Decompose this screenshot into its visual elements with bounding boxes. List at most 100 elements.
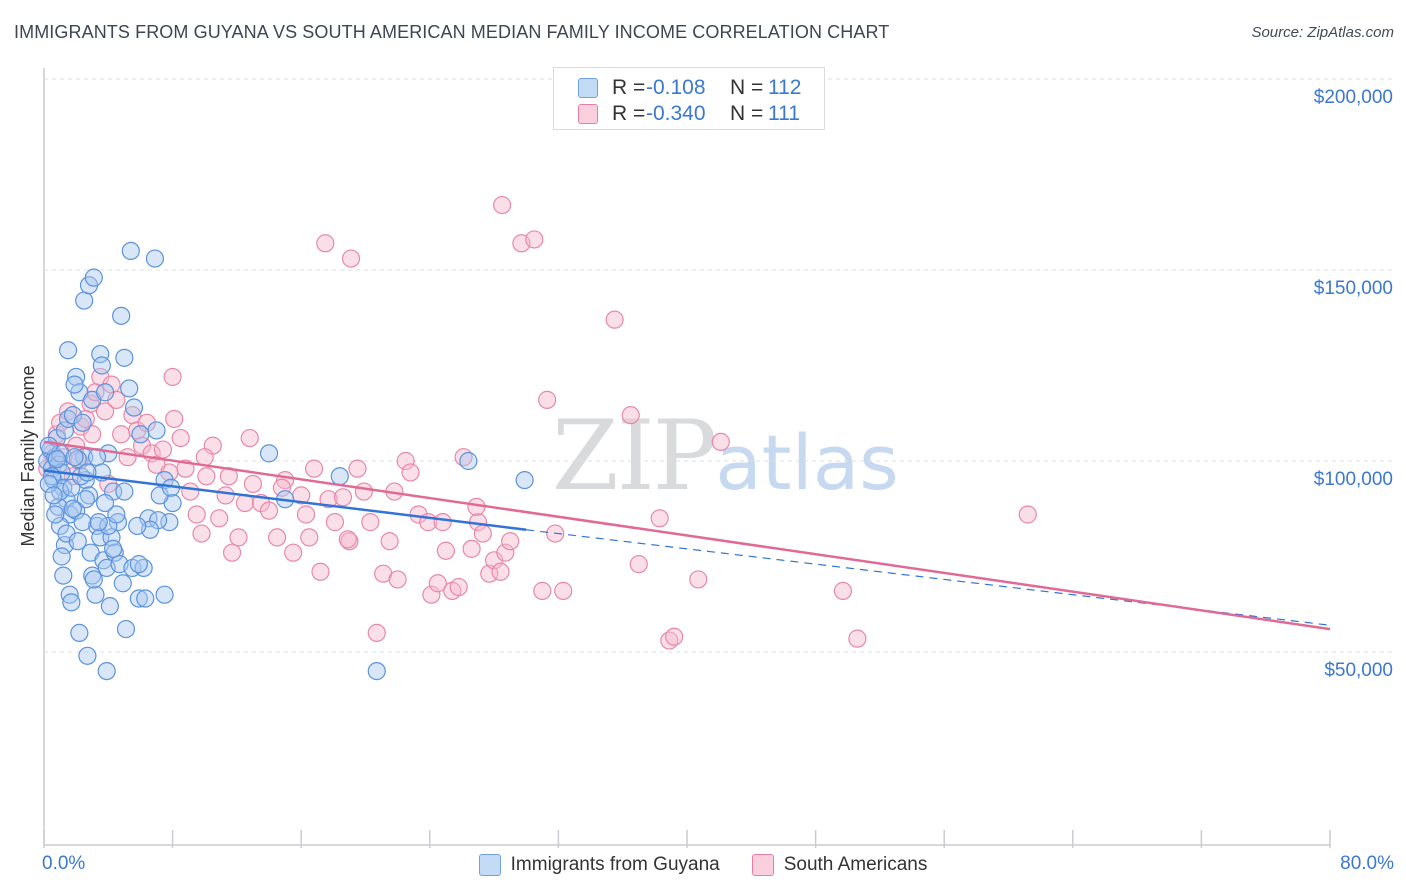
- south-americans-point: [689, 570, 708, 589]
- guyana-point: [78, 646, 97, 665]
- south-americans-points: [38, 195, 1037, 650]
- guyana-point: [60, 585, 79, 604]
- south-americans-point: [296, 505, 316, 524]
- south-americans-point: [341, 249, 361, 268]
- guyana-point: [86, 585, 105, 604]
- guyana-point: [67, 367, 86, 387]
- south-americans-point: [197, 467, 216, 486]
- legend-row-south-americans: R = -0.340 N = 111: [578, 101, 800, 127]
- legend-label-south-americans: South Americans: [783, 854, 928, 875]
- legend-r-value: -0.340: [646, 102, 706, 125]
- guyana-point: [128, 516, 147, 536]
- guyana-point: [59, 341, 78, 360]
- guyana-point: [108, 513, 128, 532]
- south-americans-trend-line: [43, 440, 1331, 631]
- y-tick-label: $50,000: [1324, 660, 1393, 681]
- south-americans-point: [480, 564, 499, 583]
- south-americans-point: [538, 390, 557, 409]
- guyana-point: [104, 539, 123, 558]
- legend-r-label: R =: [612, 76, 646, 99]
- legend-swatch-south-americans: [578, 104, 598, 124]
- guyana-point: [367, 661, 386, 681]
- legend-n-value: 111: [768, 102, 800, 125]
- guyana-point: [113, 574, 132, 593]
- legend-swatch-south-americans: [751, 854, 774, 876]
- legend-row-guyana: R = -0.108 N = 112: [578, 75, 801, 101]
- south-americans-point: [272, 478, 292, 497]
- guyana-point: [136, 589, 155, 608]
- south-americans-point: [333, 488, 353, 507]
- guyana-point: [95, 383, 115, 402]
- south-americans-point: [367, 623, 386, 643]
- south-americans-point: [354, 482, 373, 501]
- legend-item-guyana[interactable]: Immigrants from Guyana: [478, 854, 720, 876]
- guyana-point: [330, 467, 349, 486]
- axes: [43, 68, 1331, 848]
- guyana-point: [54, 566, 73, 585]
- guyana-point: [145, 249, 165, 268]
- south-americans-point: [433, 513, 452, 532]
- guyana-point: [129, 555, 148, 574]
- guyana-point: [92, 356, 111, 375]
- south-americans-point: [319, 490, 338, 509]
- gridlines: [44, 78, 1394, 653]
- south-americans-point: [118, 448, 137, 467]
- south-americans-point: [361, 513, 380, 532]
- guyana-point: [50, 516, 70, 536]
- guyana-point: [95, 493, 115, 513]
- legend-swatch-guyana: [578, 78, 598, 98]
- legend-label-guyana: Immigrants from Guyana: [510, 854, 720, 875]
- guyana-point: [65, 375, 84, 394]
- south-americans-point: [501, 532, 520, 551]
- legend-item-south-americans[interactable]: South Americans: [751, 854, 928, 876]
- south-americans-point: [473, 524, 492, 543]
- south-americans-point: [304, 459, 324, 478]
- south-americans-point: [181, 482, 200, 501]
- guyana-point: [62, 593, 81, 612]
- guyana-point: [112, 306, 131, 325]
- south-americans-point: [195, 448, 214, 467]
- guyana-point: [65, 448, 84, 467]
- south-americans-point: [554, 581, 573, 600]
- south-americans-point: [848, 629, 867, 648]
- guyana-point: [55, 421, 74, 440]
- south-americans-point: [428, 574, 447, 593]
- south-americans-point: [388, 570, 407, 589]
- south-americans-point: [711, 432, 730, 451]
- south-americans-point: [311, 562, 330, 581]
- guyana-point: [89, 513, 108, 532]
- guyana-point: [68, 449, 87, 469]
- guyana-point: [73, 513, 92, 532]
- legend-r-label: R =: [612, 102, 646, 125]
- watermark-zip: ZIP: [552, 400, 717, 512]
- chart-source: Source: ZipAtlas.com: [1251, 24, 1394, 41]
- axis-labels: $50,000 $100,000 $150,000 $200,000 0.0% 80.0%…: [18, 87, 1394, 874]
- south-americans-point: [422, 585, 441, 604]
- guyana-point: [75, 291, 94, 310]
- y-tick-label: $100,000: [1314, 469, 1393, 490]
- guyana-point: [73, 413, 92, 432]
- south-americans-point: [137, 413, 156, 432]
- x-tick-label-max: 80.0%: [1340, 853, 1394, 874]
- guyana-point: [46, 505, 65, 524]
- guyana-point: [515, 471, 534, 490]
- south-americans-point: [300, 528, 319, 547]
- chart-title: IMMIGRANTS FROM GUYANA VS SOUTH AMERICAN…: [14, 22, 890, 42]
- guyana-point: [63, 499, 83, 518]
- correlation-legend: R = -0.108 N = 112 R = -0.340 N = 111: [553, 67, 825, 130]
- south-americans-point: [629, 555, 648, 574]
- guyana-point: [124, 398, 144, 417]
- south-americans-point: [222, 543, 242, 562]
- guyana-point: [147, 421, 166, 440]
- south-americans-point: [491, 562, 510, 581]
- south-americans-point: [165, 409, 184, 429]
- south-americans-point: [153, 440, 173, 459]
- south-americans-point: [525, 230, 544, 249]
- south-americans-point: [493, 195, 512, 215]
- guyana-point: [68, 532, 87, 551]
- south-americans-point: [650, 509, 669, 528]
- south-americans-point: [401, 463, 420, 482]
- south-americans-point: [533, 581, 552, 600]
- guyana-point: [121, 241, 140, 260]
